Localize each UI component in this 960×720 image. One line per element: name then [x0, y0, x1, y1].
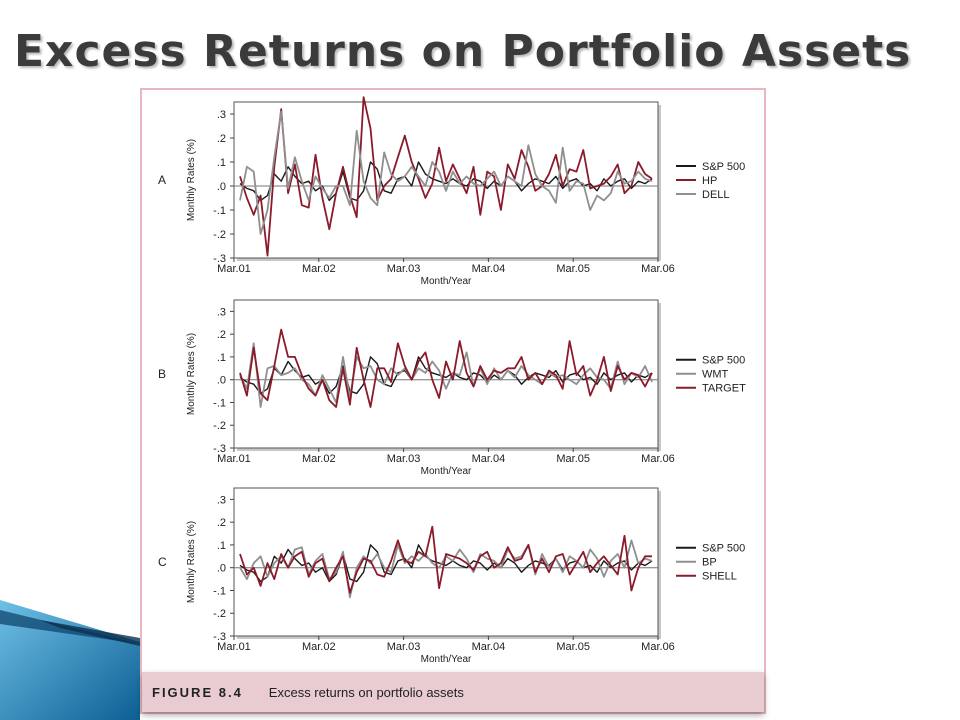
y-tick-label: .3 — [217, 494, 226, 506]
x-tick-label: Mar.01 — [217, 453, 251, 465]
figure-frame: .3.2.1.0 -.1 -.2 -.3 Mar.01 Mar.02 Mar.03 Mar.0… — [140, 88, 766, 714]
y-tick-label: .2 — [217, 329, 226, 341]
x-tick-label: Mar.06 — [641, 263, 675, 275]
figure-caption-text: Excess returns on portfolio assets — [268, 684, 464, 700]
series-line-target — [239, 328, 653, 408]
y-tick-label: -.3 — [213, 253, 226, 265]
x-tick-label: Mar.05 — [556, 641, 590, 653]
y-tick-label: -.2 — [213, 229, 226, 241]
x-tick-label: Mar.04 — [472, 641, 506, 653]
x-tick-label: Mar.02 — [302, 641, 336, 653]
y-axis-title: Monthly Rates (%) — [186, 139, 197, 221]
y-tick-label: -.1 — [213, 397, 226, 409]
x-tick-label: Mar.05 — [556, 263, 590, 275]
x-tick-label: Mar.04 — [472, 453, 506, 465]
legend-label: TARGET — [702, 383, 746, 395]
legend-label: WMT — [702, 369, 729, 381]
y-tick-label: -.3 — [213, 631, 226, 643]
x-axis-title: Month/Year — [421, 276, 472, 287]
y-axis-title: Monthly Rates (%) — [186, 521, 197, 603]
x-tick-label: Mar.06 — [641, 453, 675, 465]
legend-label: S&P 500 — [702, 355, 745, 367]
y-tick-label: -.2 — [213, 420, 226, 432]
x-axis-title: Month/Year — [421, 654, 472, 665]
x-axis-title: Month/Year — [421, 466, 472, 477]
x-tick-label: Mar.01 — [217, 641, 251, 653]
y-tick-label: -.1 — [213, 205, 226, 217]
panel-letter: C — [158, 555, 167, 569]
series-line-hp — [239, 96, 653, 257]
y-tick-label: -.3 — [213, 443, 226, 455]
legend-label: HP — [702, 175, 717, 187]
series-line-wmt — [239, 342, 653, 408]
plot-area — [233, 299, 659, 449]
x-tick-label: Mar.06 — [641, 641, 675, 653]
x-tick-label: Mar.05 — [556, 453, 590, 465]
y-tick-label: .1 — [217, 352, 226, 364]
y-tick-label: .2 — [217, 133, 226, 145]
x-tick-label: Mar.03 — [387, 641, 421, 653]
y-tick-label: .2 — [217, 517, 226, 529]
x-tick-label: Mar.04 — [472, 263, 506, 275]
y-tick-label: .0 — [217, 181, 226, 193]
y-tick-label: .3 — [217, 306, 226, 318]
panel-letter: A — [158, 173, 166, 187]
series-line-dell — [239, 110, 653, 235]
x-tick-label: Mar.02 — [302, 453, 336, 465]
legend-label: SHELL — [702, 571, 737, 583]
x-tick-label: Mar.03 — [387, 453, 421, 465]
series-line-shell — [239, 525, 652, 594]
x-tick-label: Mar.03 — [387, 263, 421, 275]
figure-caption-label: FIGURE 8.4 — [152, 684, 243, 700]
y-tick-label: .1 — [217, 540, 226, 552]
corner-decoration — [0, 600, 140, 720]
y-tick-label: -.2 — [213, 608, 226, 620]
y-tick-label: .1 — [217, 157, 226, 169]
legend-label: S&P 500 — [702, 543, 745, 555]
figure-caption: FIGURE 8.4 Excess returns on portfolio a… — [142, 672, 764, 712]
panel-letter: B — [158, 367, 166, 381]
series-line-s-p-500 — [239, 356, 653, 395]
y-tick-label: .0 — [217, 563, 226, 575]
legend-label: S&P 500 — [702, 161, 745, 173]
x-tick-label: Mar.02 — [302, 263, 336, 275]
legend-label: BP — [702, 557, 717, 569]
y-tick-label: -.1 — [213, 585, 226, 597]
slide-title: Excess Returns on Portfolio Assets — [14, 26, 912, 77]
y-tick-label: .0 — [217, 375, 226, 387]
legend-label: DELL — [702, 189, 730, 201]
x-tick-label: Mar.01 — [217, 263, 251, 275]
y-axis-title: Monthly Rates (%) — [186, 333, 197, 415]
y-tick-label: .3 — [217, 109, 226, 121]
